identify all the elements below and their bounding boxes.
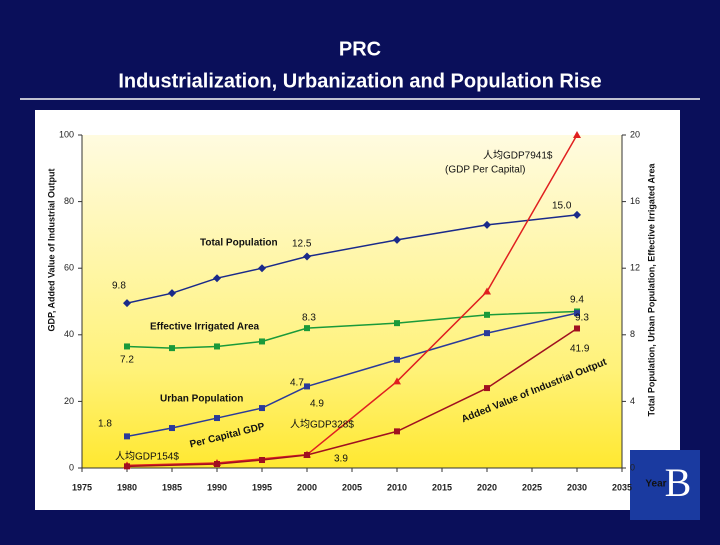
y-tick-label: 80 <box>64 196 74 206</box>
logo: B <box>665 460 692 505</box>
y-axis-label: GDP, Added Value of Industrial Output <box>46 168 56 331</box>
annotation: 9.8 <box>112 281 126 292</box>
marker <box>394 320 400 327</box>
annotation: (GDP Per Capital) <box>445 165 525 176</box>
y2-tick-label: 20 <box>630 129 640 139</box>
marker <box>259 405 265 412</box>
marker <box>258 264 266 273</box>
series-line <box>126 134 578 467</box>
x-tick-label: 1980 <box>117 482 137 492</box>
y2-axis-label: Total Population, Urban Population, Effe… <box>646 162 656 416</box>
marker <box>573 131 581 138</box>
marker <box>483 220 491 229</box>
x-tick-label: 1995 <box>252 482 272 492</box>
y2-tick-label: 16 <box>630 196 640 206</box>
series-label: Effective Irrigated Area <box>150 322 260 333</box>
marker <box>213 274 221 283</box>
x-tick-label: 2005 <box>342 482 362 492</box>
x-tick-label: 2010 <box>387 482 407 492</box>
y2-tick-label: 4 <box>630 396 635 406</box>
annotation: 12.5 <box>292 239 312 250</box>
marker <box>259 338 265 345</box>
marker <box>169 425 175 432</box>
series-line <box>126 214 578 304</box>
marker <box>214 415 220 422</box>
marker <box>214 461 220 468</box>
annotation: 3.9 <box>334 454 348 465</box>
marker <box>123 299 131 308</box>
annotation: 9.4 <box>570 295 584 306</box>
y-tick-label: 20 <box>64 396 74 406</box>
marker <box>393 235 401 244</box>
annotation: 1.8 <box>98 419 112 430</box>
marker <box>394 356 400 363</box>
annotation: 人均GDP328$ <box>290 419 354 431</box>
marker <box>484 311 490 318</box>
x-tick-label: 1975 <box>72 482 92 492</box>
annotation: 8.3 <box>302 313 316 324</box>
marker <box>124 463 130 470</box>
marker <box>574 310 580 317</box>
marker <box>483 287 491 295</box>
marker <box>574 325 580 332</box>
series-line <box>126 310 578 349</box>
series-line <box>126 312 578 438</box>
marker <box>573 210 581 219</box>
marker <box>303 252 311 261</box>
marker <box>124 433 130 440</box>
x-tick-label: 1990 <box>207 482 227 492</box>
marker <box>124 343 130 350</box>
annotation: 7.2 <box>120 355 134 366</box>
y2-tick-label: 8 <box>630 329 635 339</box>
y2-tick-label: 0 <box>630 462 635 472</box>
marker <box>484 385 490 392</box>
annotation: 4.7 <box>290 378 304 389</box>
marker <box>214 343 220 350</box>
marker <box>168 289 176 298</box>
x-tick-label: 2000 <box>297 482 317 492</box>
x-tick-label: 2035 <box>612 482 632 492</box>
logo-box <box>630 450 700 520</box>
marker <box>304 325 310 332</box>
x-tick-label: 2015 <box>432 482 452 492</box>
marker <box>304 383 310 390</box>
y2-tick-label: 12 <box>630 263 640 273</box>
plot-area <box>82 135 622 468</box>
annotation: 41.9 <box>570 344 590 355</box>
y-tick-label: 0 <box>69 462 74 472</box>
marker <box>169 345 175 352</box>
x-tick-label: 2030 <box>567 482 587 492</box>
marker <box>484 330 490 337</box>
y-tick-label: 40 <box>64 329 74 339</box>
annotation: 9.3 <box>575 313 589 324</box>
marker <box>394 428 400 435</box>
series-label: Total Population <box>200 238 278 249</box>
x-tick-label: 2020 <box>477 482 497 492</box>
x-tick-label: 2025 <box>522 482 542 492</box>
annotation: 4.9 <box>310 399 324 410</box>
annotation: 人均GDP7941$ <box>483 150 553 162</box>
marker <box>259 457 265 464</box>
series-label: Urban Population <box>160 394 243 405</box>
marker <box>304 452 310 459</box>
x-tick-label: 1985 <box>162 482 182 492</box>
title-line: PRC <box>339 38 381 60</box>
y-tick-label: 60 <box>64 263 74 273</box>
y-tick-label: 100 <box>59 129 74 139</box>
x-axis-label: Year <box>645 479 666 490</box>
title-line: Industrialization, Urbanization and Popu… <box>118 70 601 92</box>
annotation: 15.0 <box>552 201 572 212</box>
marker <box>393 377 401 385</box>
annotation: 人均GDP154$ <box>115 451 179 463</box>
